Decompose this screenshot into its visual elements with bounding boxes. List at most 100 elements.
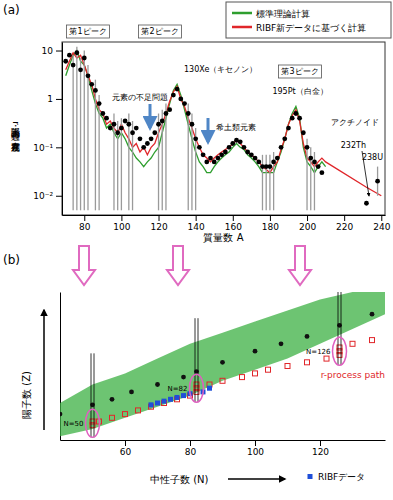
legend-swatch (232, 26, 252, 29)
point (216, 156, 221, 161)
tick: 10⁻¹ (33, 143, 62, 153)
magic-line (341, 292, 342, 365)
error-bar (113, 113, 114, 210)
tick: 100 (247, 440, 264, 457)
point (89, 82, 94, 87)
error-bar (98, 95, 99, 210)
tick-label: 10⁻² (33, 191, 53, 201)
x-axis-title: 中性子数 (N) (150, 474, 209, 485)
error-bar (84, 51, 85, 211)
tick: 240 (373, 215, 390, 232)
magic-labels: N=50N=82N=126 (63, 348, 331, 428)
arrow (43, 310, 45, 430)
point (63, 59, 68, 64)
legend: 標準理論計算RIBF新データに基づく計算 (226, 2, 391, 38)
link-arrow (167, 246, 189, 285)
point (175, 395, 180, 400)
point (201, 152, 206, 157)
tick: 160 (225, 215, 242, 232)
point (134, 126, 139, 131)
annotation-box (138, 25, 181, 38)
annotation: 第1ピーク (69, 27, 106, 36)
tick: 180 (262, 215, 279, 232)
annotation: 238U (362, 153, 383, 162)
error-bar (262, 155, 263, 210)
tick-label: 180 (262, 222, 279, 232)
magic-line (338, 292, 339, 365)
tick-mark (56, 51, 62, 52)
magic-line (91, 353, 92, 437)
point (129, 390, 134, 395)
point (212, 160, 217, 165)
point (171, 93, 176, 98)
point (100, 111, 105, 116)
tick-mark (121, 215, 122, 221)
error-bar (158, 113, 159, 210)
error-bar (87, 65, 88, 210)
annotation: アクチノイド (331, 118, 379, 127)
magic-label: N=50 (63, 420, 83, 428)
point (293, 111, 298, 116)
legend-label: 標準理論計算 (256, 9, 310, 19)
point (145, 141, 150, 146)
tick: 10⁻² (33, 191, 62, 201)
tick-label: 220 (336, 222, 353, 232)
point (168, 397, 173, 402)
axis-line (62, 43, 63, 216)
tick-mark (190, 440, 191, 446)
annotation: 130Xe（キセノン） (184, 65, 257, 74)
axis: 10110⁻¹10⁻² (33, 43, 62, 216)
point (297, 116, 302, 121)
point (112, 122, 117, 127)
tick-mark (159, 215, 160, 221)
tick: 80 (79, 215, 91, 232)
arrow (207, 118, 210, 142)
tick-label: 120 (150, 222, 167, 232)
link-arrow (73, 246, 95, 285)
point (370, 338, 375, 343)
point (138, 136, 143, 141)
y-axis-title: 太陽系・r過程の元素存在度 (11, 121, 21, 153)
tick-mark (196, 215, 197, 221)
annotation-box (278, 65, 321, 78)
annotation: 195Pt（白金） (272, 87, 327, 96)
point (152, 130, 157, 135)
point (266, 367, 271, 372)
point (220, 378, 225, 383)
tick-mark (84, 215, 85, 221)
annotation: 第2ピーク (141, 27, 178, 36)
legend-swatch (232, 12, 252, 15)
point (136, 408, 141, 413)
point (275, 156, 280, 161)
tick: 1 (47, 94, 62, 104)
axis-line (63, 215, 386, 216)
point (178, 97, 183, 102)
tick-mark (56, 196, 62, 197)
point (82, 56, 87, 61)
point (104, 116, 109, 121)
point (305, 145, 310, 150)
point (268, 164, 273, 169)
legend-label: r-process path (321, 370, 385, 380)
arrow (228, 478, 285, 480)
tick: 100 (113, 215, 130, 232)
annotation: 元素の不足問題 (112, 93, 168, 102)
point (193, 136, 198, 141)
point (108, 126, 113, 131)
magic-label: N=82 (167, 385, 187, 393)
point (253, 349, 258, 354)
magic-ellipse (190, 374, 204, 402)
annotation: 希土類元素 (216, 123, 256, 132)
legend-label: RIBFデータ (318, 472, 365, 482)
point (164, 111, 169, 116)
magic-line (195, 318, 196, 402)
annotations: 第1ピーク第2ピーク第3ピーク130Xe（キセノン）元素の不足問題希土類元素19… (66, 25, 383, 196)
tick-mark (125, 440, 126, 446)
tick-mark (307, 215, 308, 221)
point (290, 116, 295, 121)
point (123, 119, 128, 124)
error-bar (128, 113, 129, 210)
tick-label: 80 (185, 447, 197, 457)
point (208, 156, 213, 161)
panel-b: (b)6080100120N=50N=82N=126r-process path… (3, 253, 386, 485)
